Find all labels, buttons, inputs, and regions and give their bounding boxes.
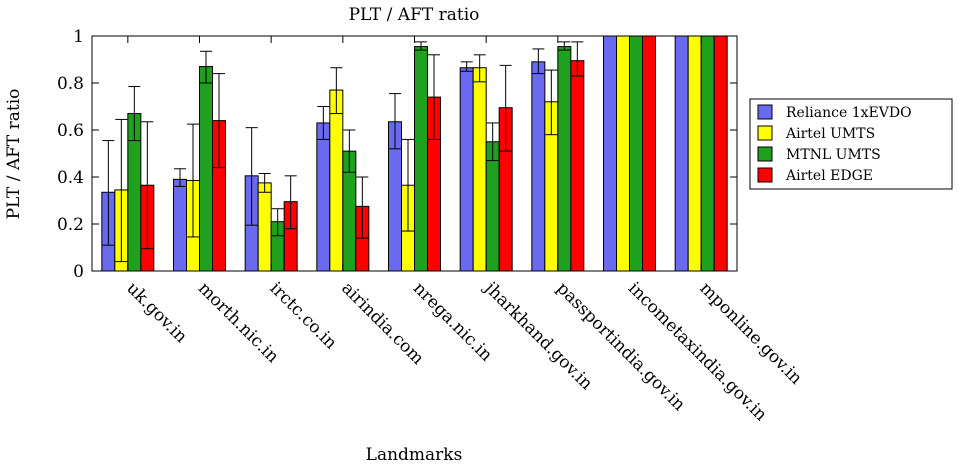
y-tick-label-6: 1 <box>73 27 84 47</box>
error-bar-1-1 <box>102 140 115 246</box>
bar-2-4 <box>329 89 344 272</box>
legend-label-1: Reliance 1xEVDO <box>786 105 912 121</box>
bar-3-6 <box>485 141 500 272</box>
legend: Reliance 1xEVDO Airtel UMTS MTNL UMTS Airte… <box>749 98 953 190</box>
y-tick-label-4: 0.6 <box>57 121 84 141</box>
x-tick-label-7: passportindia.gov.in <box>552 278 689 415</box>
error-bar-4-5 <box>428 54 440 140</box>
bar-3-8 <box>629 35 643 272</box>
x-tick-label-8: incometaxindia.gov.in <box>624 278 771 425</box>
bars-layer <box>101 35 728 272</box>
legend-frame <box>749 98 953 190</box>
y-tick-label-2: 0.2 <box>57 215 84 235</box>
error-bar-2-7 <box>545 69 558 136</box>
bar-2-6 <box>472 67 487 272</box>
error-bar-3-7 <box>558 41 571 51</box>
error-bar-3-6 <box>486 122 499 162</box>
error-bar-1-6 <box>460 61 473 72</box>
error-bar-2-1 <box>115 118 128 263</box>
error-bar-3-3 <box>271 208 284 237</box>
error-bar-4-4 <box>356 176 369 239</box>
bar-1-2 <box>173 178 187 272</box>
error-bars-layer <box>102 41 584 263</box>
bar-3-2 <box>199 66 213 272</box>
error-bar-4-1 <box>141 121 154 250</box>
bar-4-7 <box>570 60 585 272</box>
bar-1-4 <box>316 122 331 272</box>
legend-label-4: Airtel EDGE <box>785 168 873 184</box>
x-tick-label-3: irctc.co.in <box>266 278 341 353</box>
legend-swatch-1 <box>757 104 773 120</box>
error-bar-3-4 <box>343 129 356 173</box>
chart-title: PLT / AFT ratio <box>349 5 480 25</box>
legend-label-2: Airtel UMTS <box>785 126 875 142</box>
error-bar-1-2 <box>174 168 186 187</box>
y-tick-label-5: 0.8 <box>57 74 84 94</box>
y-tick-label-3: 0.4 <box>57 168 84 188</box>
error-bar-4-2 <box>213 73 225 169</box>
error-bar-4-7 <box>571 41 584 77</box>
y-axis-title: PLT / AFT ratio <box>4 89 24 220</box>
bar-2-3 <box>257 182 272 272</box>
bar-3-5 <box>414 46 428 272</box>
bar-3-9 <box>700 35 715 272</box>
bar-4-8 <box>642 35 656 272</box>
bar-1-9 <box>674 35 689 272</box>
legend-label-3: MTNL UMTS <box>786 147 881 163</box>
y-axis-ticks: 0 0.2 0.4 0.6 0.8 1 <box>57 27 737 282</box>
error-bar-1-3 <box>245 127 258 226</box>
error-bar-3-5 <box>415 41 427 51</box>
error-bar-4-3 <box>284 175 297 230</box>
bar-2-9 <box>687 35 702 272</box>
x-axis-title: Landmarks <box>366 445 463 464</box>
bar-4-9 <box>713 35 728 272</box>
bar-1-7 <box>531 61 546 272</box>
bar-1-8 <box>603 35 617 272</box>
error-bar-1-7 <box>532 48 545 75</box>
error-bar-2-3 <box>258 172 271 193</box>
error-bar-4-6 <box>499 64 512 152</box>
y-tick-label-1: 0 <box>73 262 84 282</box>
legend-swatch-4 <box>757 167 773 183</box>
error-bar-2-2 <box>187 123 199 238</box>
bar-1-6 <box>459 67 474 272</box>
error-bar-2-4 <box>330 67 343 115</box>
x-tick-label-1: uk.gov.in <box>122 278 191 347</box>
bar-3-7 <box>557 46 572 272</box>
error-bar-1-4 <box>317 106 330 140</box>
legend-swatch-3 <box>757 146 773 162</box>
bar-2-8 <box>616 35 630 272</box>
error-bar-3-1 <box>128 86 141 142</box>
error-bar-2-5 <box>402 138 414 232</box>
legend-swatch-2 <box>757 125 773 141</box>
error-bar-2-6 <box>473 54 486 83</box>
error-bar-1-5 <box>389 93 401 150</box>
error-bar-3-2 <box>200 50 212 84</box>
